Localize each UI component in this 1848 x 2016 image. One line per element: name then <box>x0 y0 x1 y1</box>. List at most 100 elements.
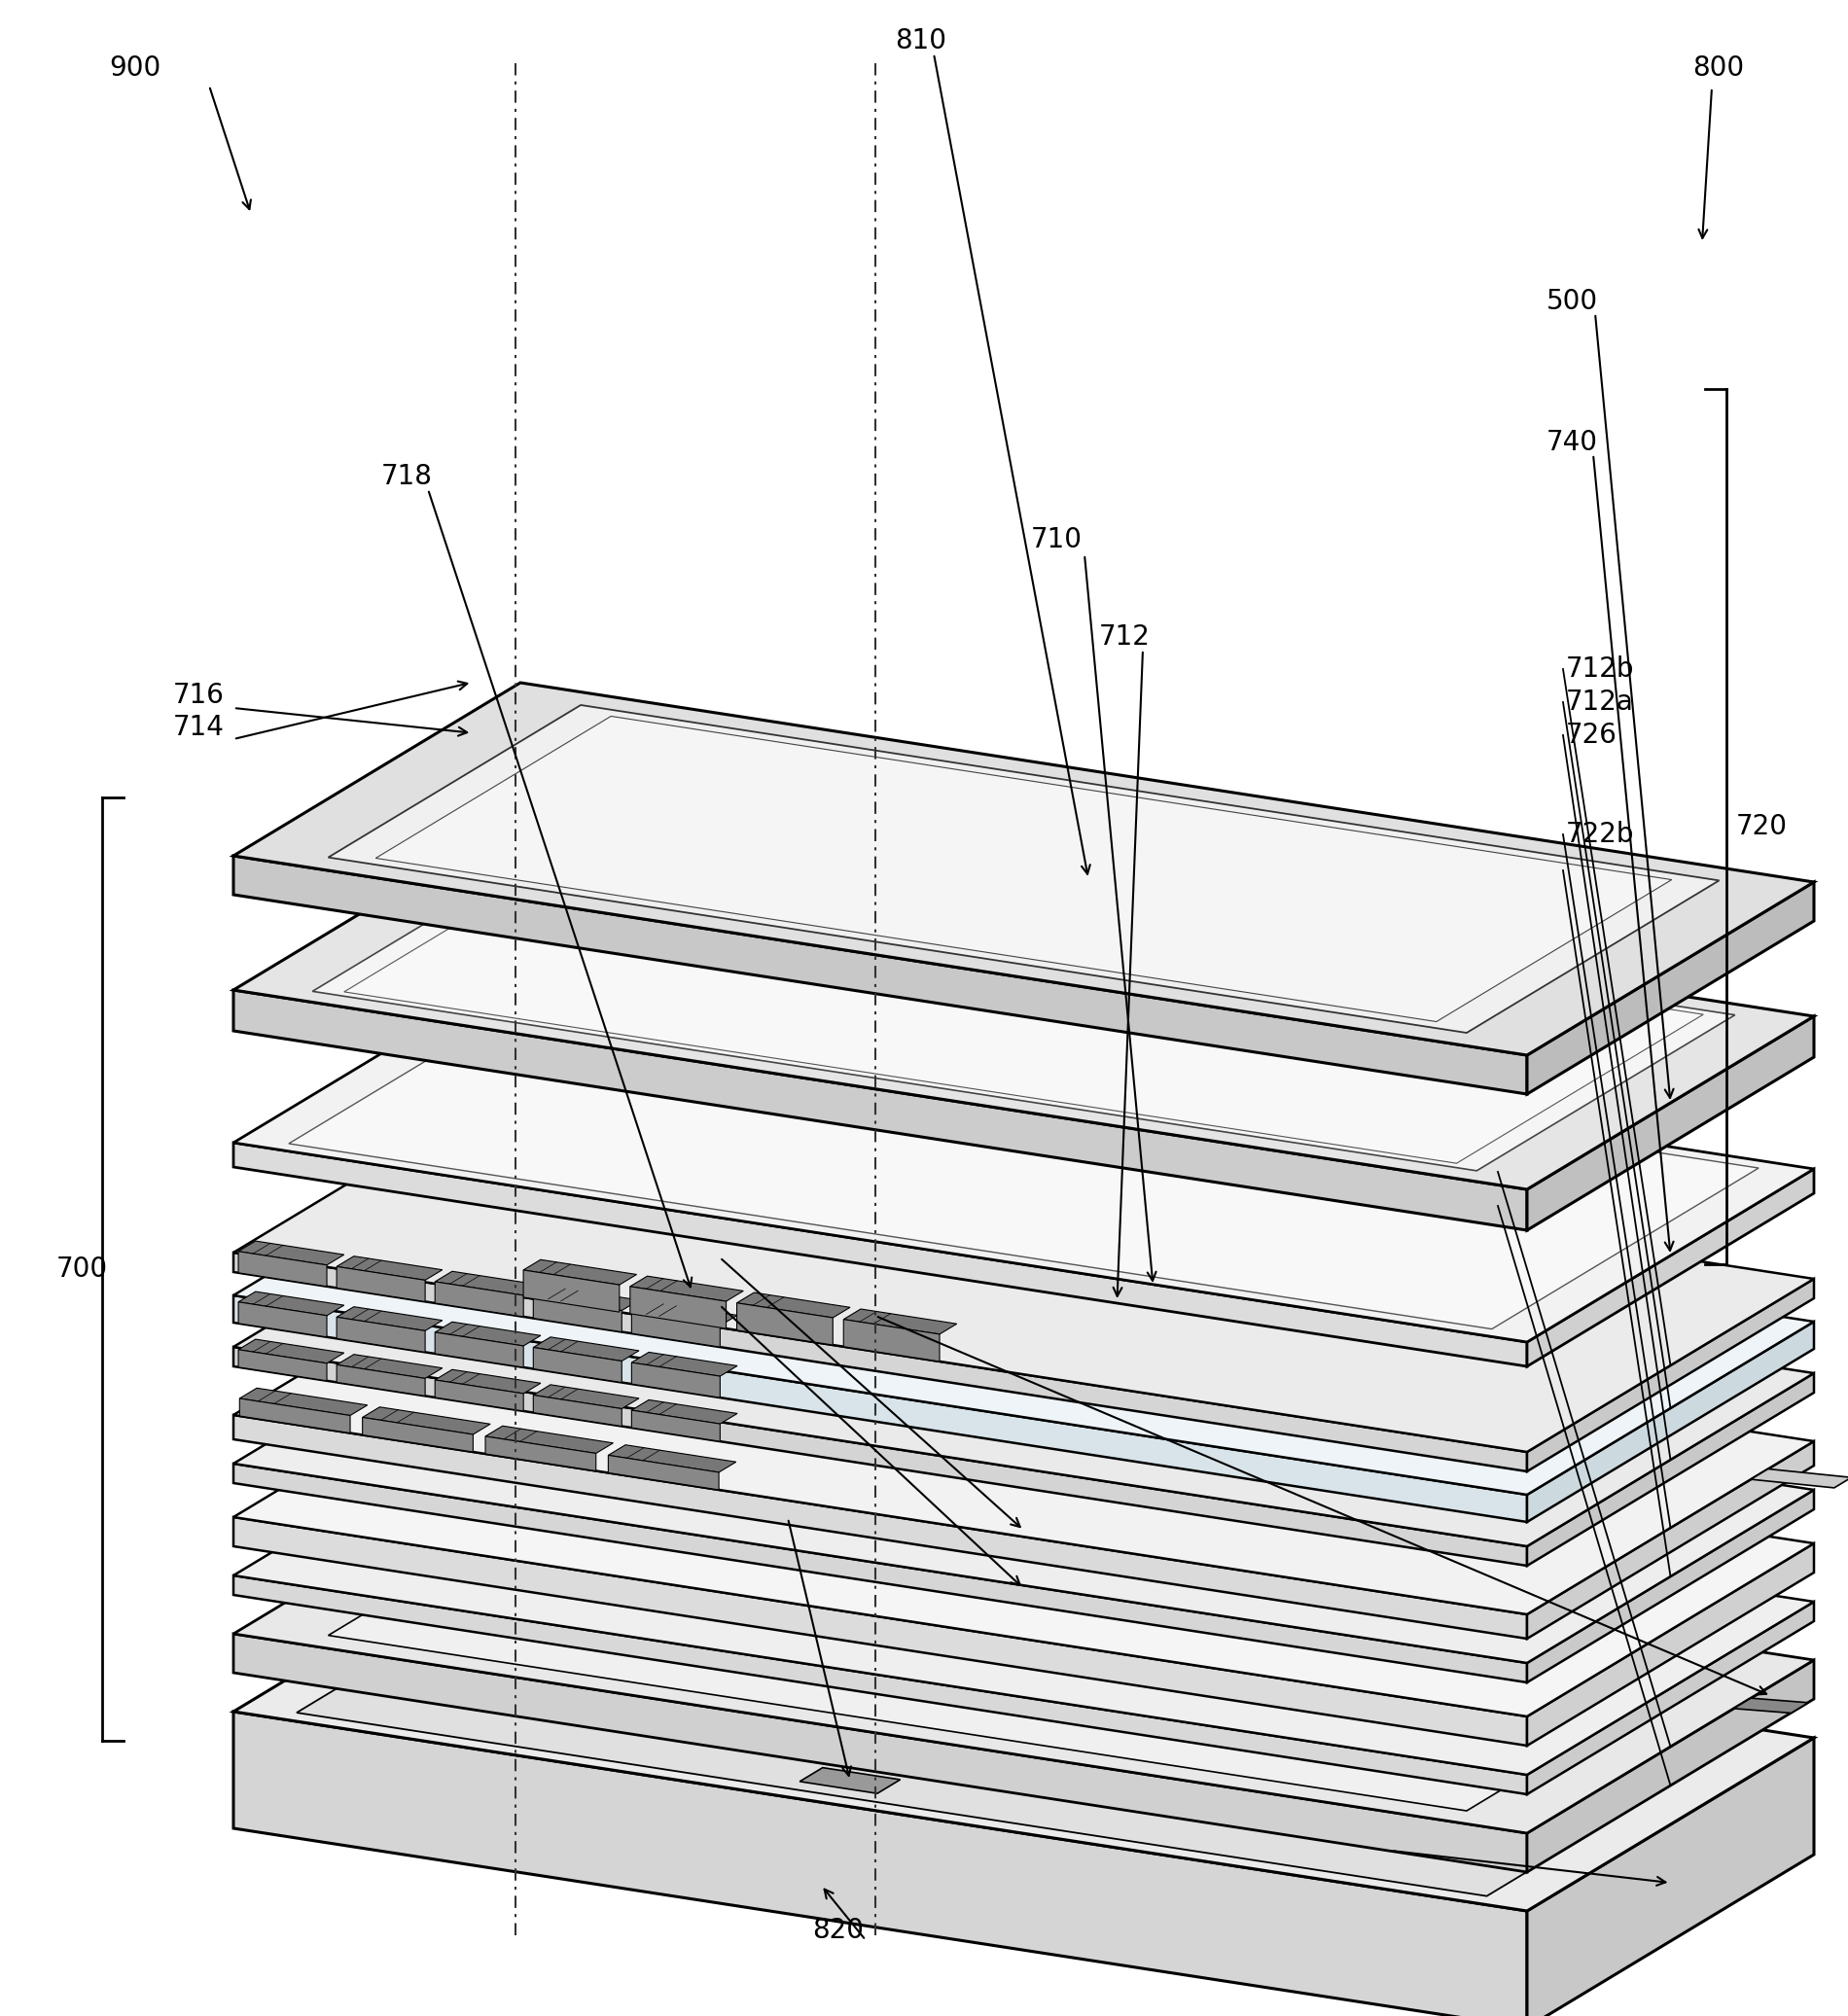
Text: 726: 726 <box>1565 722 1617 748</box>
Polygon shape <box>238 1302 327 1337</box>
Polygon shape <box>630 1276 743 1300</box>
Polygon shape <box>534 1395 621 1425</box>
Polygon shape <box>238 1339 344 1363</box>
Text: 716: 716 <box>174 681 225 710</box>
Polygon shape <box>233 1252 1526 1472</box>
Polygon shape <box>238 1349 327 1381</box>
Polygon shape <box>233 1712 1526 2016</box>
Polygon shape <box>233 1538 1815 1911</box>
Text: 720: 720 <box>1735 812 1787 841</box>
Polygon shape <box>434 1333 523 1367</box>
Polygon shape <box>336 1306 442 1331</box>
Polygon shape <box>288 982 1759 1329</box>
Polygon shape <box>534 1296 621 1333</box>
Text: 500: 500 <box>1547 288 1599 314</box>
Polygon shape <box>233 1296 1526 1522</box>
Polygon shape <box>608 1456 719 1490</box>
Polygon shape <box>336 1365 425 1395</box>
Polygon shape <box>434 1322 541 1347</box>
Text: 800: 800 <box>1693 54 1745 83</box>
Polygon shape <box>233 1403 1815 1774</box>
Polygon shape <box>344 843 1704 1163</box>
Polygon shape <box>1526 883 1815 1095</box>
Polygon shape <box>632 1302 737 1327</box>
Polygon shape <box>336 1266 425 1302</box>
Polygon shape <box>1750 1470 1848 1488</box>
Polygon shape <box>233 1345 1815 1716</box>
Polygon shape <box>1526 1490 1815 1683</box>
Polygon shape <box>1526 1603 1815 1794</box>
Polygon shape <box>1733 1697 1809 1714</box>
Polygon shape <box>1526 1016 1815 1230</box>
Text: 733: 733 <box>1501 1159 1552 1185</box>
Text: 722a: 722a <box>647 1232 715 1258</box>
Polygon shape <box>233 1464 1526 1683</box>
Polygon shape <box>233 1347 1526 1566</box>
Text: 712b: 712b <box>1565 655 1634 683</box>
Polygon shape <box>608 1445 736 1472</box>
Polygon shape <box>233 1462 1815 1833</box>
Polygon shape <box>238 1292 344 1316</box>
Polygon shape <box>233 816 1815 1189</box>
Polygon shape <box>233 1123 1815 1494</box>
Polygon shape <box>523 1260 636 1284</box>
Text: 740: 740 <box>1547 429 1599 456</box>
Polygon shape <box>434 1282 523 1316</box>
Polygon shape <box>1526 1278 1815 1472</box>
Polygon shape <box>486 1425 614 1454</box>
Polygon shape <box>737 1302 833 1345</box>
Text: 710: 710 <box>1031 526 1083 552</box>
Polygon shape <box>534 1347 621 1383</box>
Text: 700: 700 <box>57 1256 107 1282</box>
Text: 810: 810 <box>894 28 946 54</box>
Text: 900: 900 <box>109 54 161 83</box>
Polygon shape <box>375 716 1672 1022</box>
Text: 712: 712 <box>1100 623 1151 651</box>
Polygon shape <box>312 835 1735 1171</box>
Text: 714: 714 <box>174 714 225 742</box>
Polygon shape <box>233 857 1526 1095</box>
Polygon shape <box>1526 1169 1815 1367</box>
Polygon shape <box>632 1399 737 1423</box>
Polygon shape <box>1526 1441 1815 1639</box>
Polygon shape <box>534 1337 639 1361</box>
Polygon shape <box>1526 1373 1815 1566</box>
Polygon shape <box>233 1415 1526 1639</box>
Text: 730: 730 <box>1501 1191 1552 1220</box>
Text: 728: 728 <box>817 1290 869 1316</box>
Polygon shape <box>329 1484 1719 1810</box>
Polygon shape <box>632 1353 737 1377</box>
Polygon shape <box>233 1242 1815 1615</box>
Polygon shape <box>233 1079 1815 1452</box>
Polygon shape <box>800 1768 900 1794</box>
Polygon shape <box>434 1369 541 1393</box>
Text: 731: 731 <box>715 1492 767 1518</box>
Text: 722b: 722b <box>1565 821 1634 849</box>
Polygon shape <box>1526 1544 1815 1746</box>
Polygon shape <box>233 970 1815 1343</box>
Polygon shape <box>233 1518 1526 1746</box>
Polygon shape <box>336 1355 442 1379</box>
Polygon shape <box>523 1270 619 1312</box>
Polygon shape <box>329 706 1719 1032</box>
Polygon shape <box>362 1417 473 1452</box>
Polygon shape <box>336 1316 425 1353</box>
Polygon shape <box>233 1290 1815 1663</box>
Text: 724b: 724b <box>1565 857 1634 883</box>
Text: 718: 718 <box>381 464 432 490</box>
Polygon shape <box>434 1379 523 1411</box>
Polygon shape <box>233 990 1526 1230</box>
Text: 712a: 712a <box>1565 689 1634 716</box>
Polygon shape <box>1526 1322 1815 1522</box>
Polygon shape <box>632 1411 721 1441</box>
Text: 800: 800 <box>1332 1824 1384 1851</box>
Polygon shape <box>233 1143 1526 1367</box>
Text: 724a: 724a <box>647 1278 715 1304</box>
Polygon shape <box>434 1272 541 1296</box>
Polygon shape <box>233 1173 1815 1546</box>
Polygon shape <box>240 1399 349 1433</box>
Polygon shape <box>630 1286 726 1329</box>
Polygon shape <box>1526 1738 1815 2016</box>
Polygon shape <box>298 1554 1750 1897</box>
Polygon shape <box>238 1252 327 1286</box>
